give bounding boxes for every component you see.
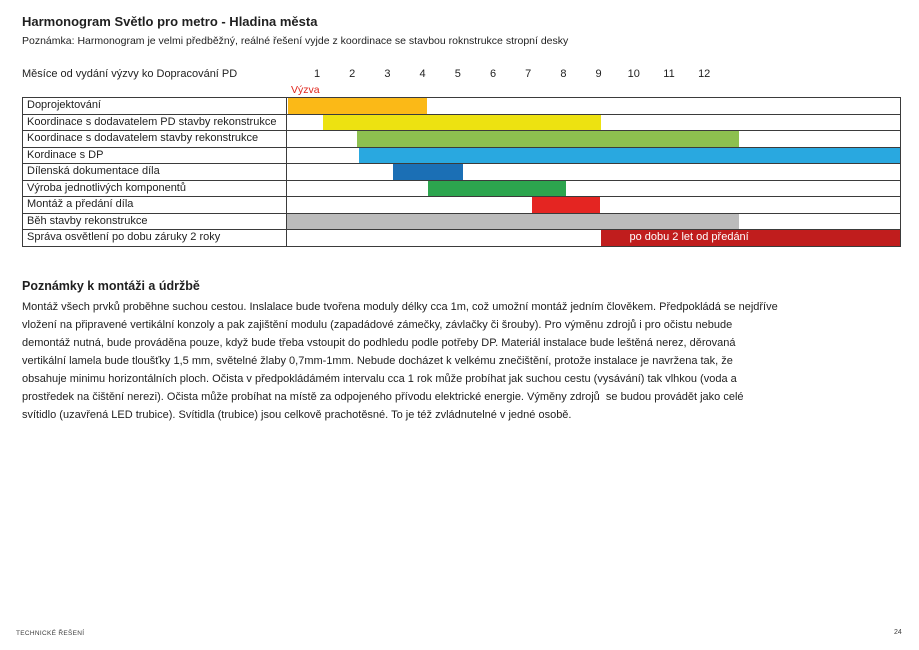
task-label: Běh stavby rekonstrukce [23,213,287,230]
task-bar-area [287,197,900,213]
notes-line: vertikální lamela bude tloušťky 1,5 mm, … [22,355,733,367]
notes-line: Montáž všech prvků proběhne suchou cesto… [22,301,778,313]
footer-section-label: TECHNICKÉ ŘEŠENÍ [16,630,85,637]
task-label: Koordinace s dodavatelem PD stavby rekon… [23,114,287,131]
task-label: Koordinace s dodavatelem stavby rekonstr… [23,131,287,147]
notes-line: vložení na připravené vertikální konzoly… [22,319,733,331]
month-tick: 5 [454,68,461,80]
month-tick: 3 [384,68,391,80]
gantt-row: Kordinace s DP [23,147,900,165]
task-bar [356,131,740,147]
task-bar-area [287,180,900,197]
gantt-row: Montáž a předání díla [23,197,900,214]
month-tick: 7 [525,68,532,80]
task-bar-area [287,98,900,114]
task-bar [427,180,566,197]
task-bar-area: po dobu 2 let od předání [287,230,900,246]
gantt-row: Doprojektování [23,98,900,115]
gantt-row: Správa osvětlení po dobu záruky 2 roky po… [23,230,900,246]
month-tick: 9 [595,68,602,80]
task-bar [358,147,900,164]
task-bar-area [287,213,900,230]
month-tick: 2 [349,68,356,80]
task-bar: po dobu 2 let od předání [601,230,900,246]
notes-paragraph: Montáž všech prvků proběhne suchou cesto… [22,298,778,424]
gantt-table: Doprojektování Koordinace s dodavatelem P… [22,97,901,247]
task-bar [287,213,740,230]
task-bar-area [287,131,900,147]
gantt-axis-label: Měsíce od vydání výzvy ko Dopracování PD [22,68,238,80]
task-label: Dílenská dokumentace díla [23,164,287,180]
gantt-row: Koordinace s dodavatelem PD stavby rekon… [23,114,900,132]
task-label: Kordinace s DP [23,147,287,164]
gantt-row: Běh stavby rekonstrukce [23,213,900,231]
task-bar [323,114,601,131]
task-bar-area [287,147,900,164]
notes-line: demontáž nutná, bude prováděna pouze, kd… [22,337,736,349]
gantt-row: Dílenská dokumentace díla [23,164,900,181]
task-label: Doprojektování [23,98,287,114]
month-tick: 6 [489,68,497,80]
page-note: Poznámka: Harmonogram je velmi předběžný… [22,35,569,47]
month-tick: 11 [663,68,675,80]
task-bar [393,164,463,180]
month-tick: 10 [627,68,640,80]
task-bar-area [287,164,900,180]
task-label: Správa osvětlení po dobu záruky 2 roky [23,230,287,246]
page-number: 24 [894,629,902,636]
month-tick: 8 [560,68,567,80]
gantt-row: Výroba jednotlivých komponentů [23,180,900,198]
notes-line: prostředek na čištění nerezi). Očista mů… [22,391,744,403]
gantt-month-scale: 1 2 3 4 5 6 7 8 9 10 11 12 [287,68,901,82]
notes-heading: Poznámky k montáži a údržbě [22,279,200,293]
task-label: Montáž a předání díla [23,197,287,213]
task-bar-area [287,114,900,131]
task-bar [531,197,600,213]
notes-line: obsahuje minimu horizontálních ploch. Oč… [22,373,737,385]
task-label: Výroba jednotlivých komponentů [23,180,287,197]
task-bar [288,98,427,114]
month-tick: 4 [419,68,426,80]
month-tick: 1 [313,68,321,80]
page-title: Harmonogram Světlo pro metro - Hladina m… [22,14,318,29]
notes-line: svítidlo (uzavřená LED trubice). Svítidl… [22,409,572,421]
gantt-row: Koordinace s dodavatelem stavby rekonstr… [23,131,900,148]
month-tick: 12 [698,68,711,80]
milestone-label: Výzva [291,84,320,96]
